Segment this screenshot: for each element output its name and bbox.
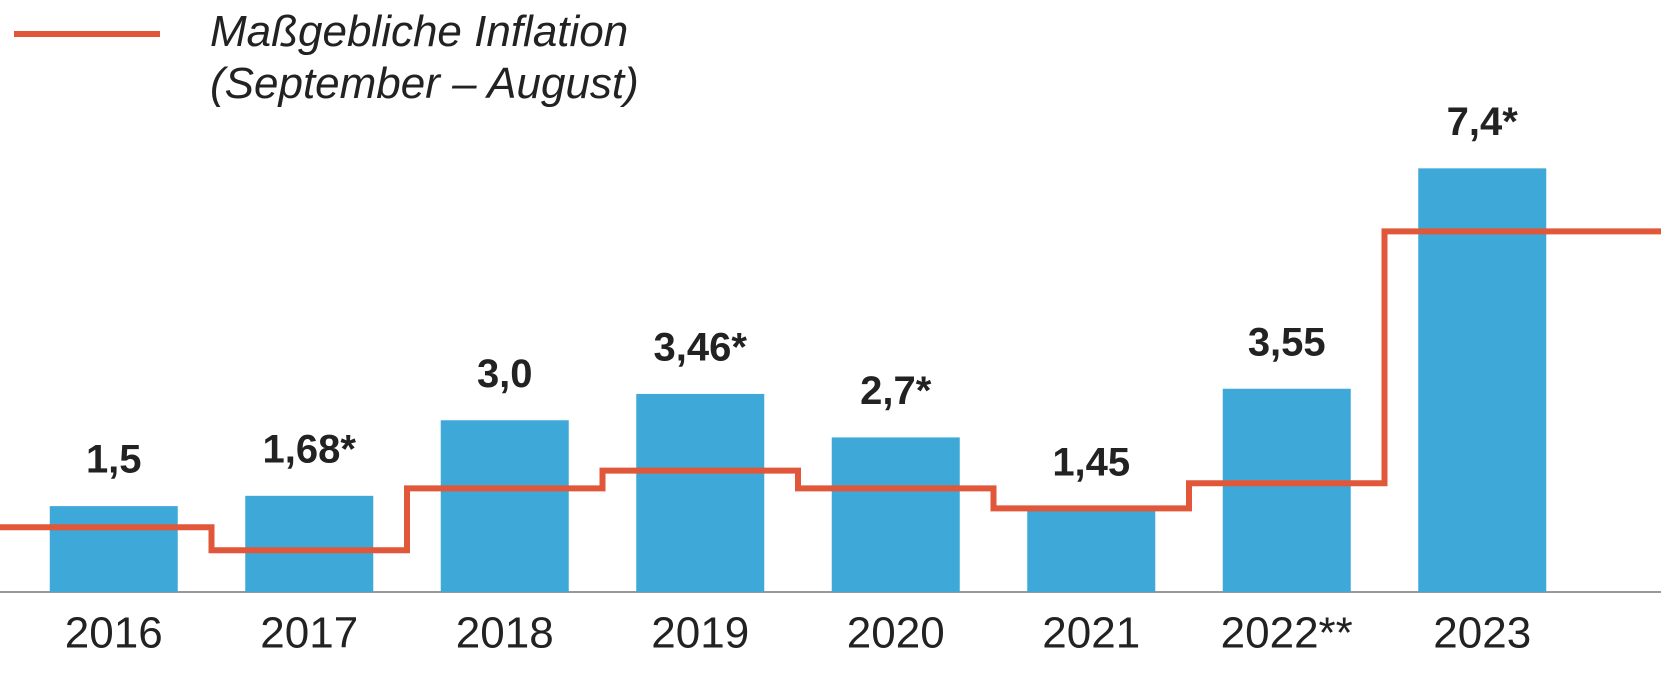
value-label: 1,45 (1052, 441, 1130, 485)
bar (440, 420, 569, 592)
x-tick-label: 2021 (1042, 609, 1140, 658)
step-line (0, 228, 1661, 554)
legend-label: Maßgebliche Inflation (September – Augus… (210, 7, 639, 108)
x-tick-label: 2019 (651, 609, 749, 658)
value-label: 1,5 (86, 438, 142, 482)
bar (49, 506, 178, 592)
value-label: 7,4* (1447, 100, 1519, 144)
x-tick-label: 2020 (847, 609, 945, 658)
x-tick-label: 2016 (65, 609, 163, 658)
value-label: 1,68* (263, 427, 357, 471)
value-label: 3,0 (477, 352, 533, 396)
value-label: 3,55 (1248, 320, 1326, 364)
bar (245, 495, 374, 592)
x-tick-label: 2022** (1221, 609, 1353, 658)
x-tick-label: 2017 (260, 609, 358, 658)
bar (1222, 388, 1351, 592)
value-label: 2,7* (860, 369, 932, 413)
value-label: 3,46* (654, 325, 748, 369)
bar (1027, 508, 1156, 592)
x-tick-label: 2023 (1433, 609, 1531, 658)
bar (831, 437, 960, 592)
x-tick-label: 2018 (456, 609, 554, 658)
bar (1418, 168, 1547, 592)
bar (636, 393, 765, 592)
